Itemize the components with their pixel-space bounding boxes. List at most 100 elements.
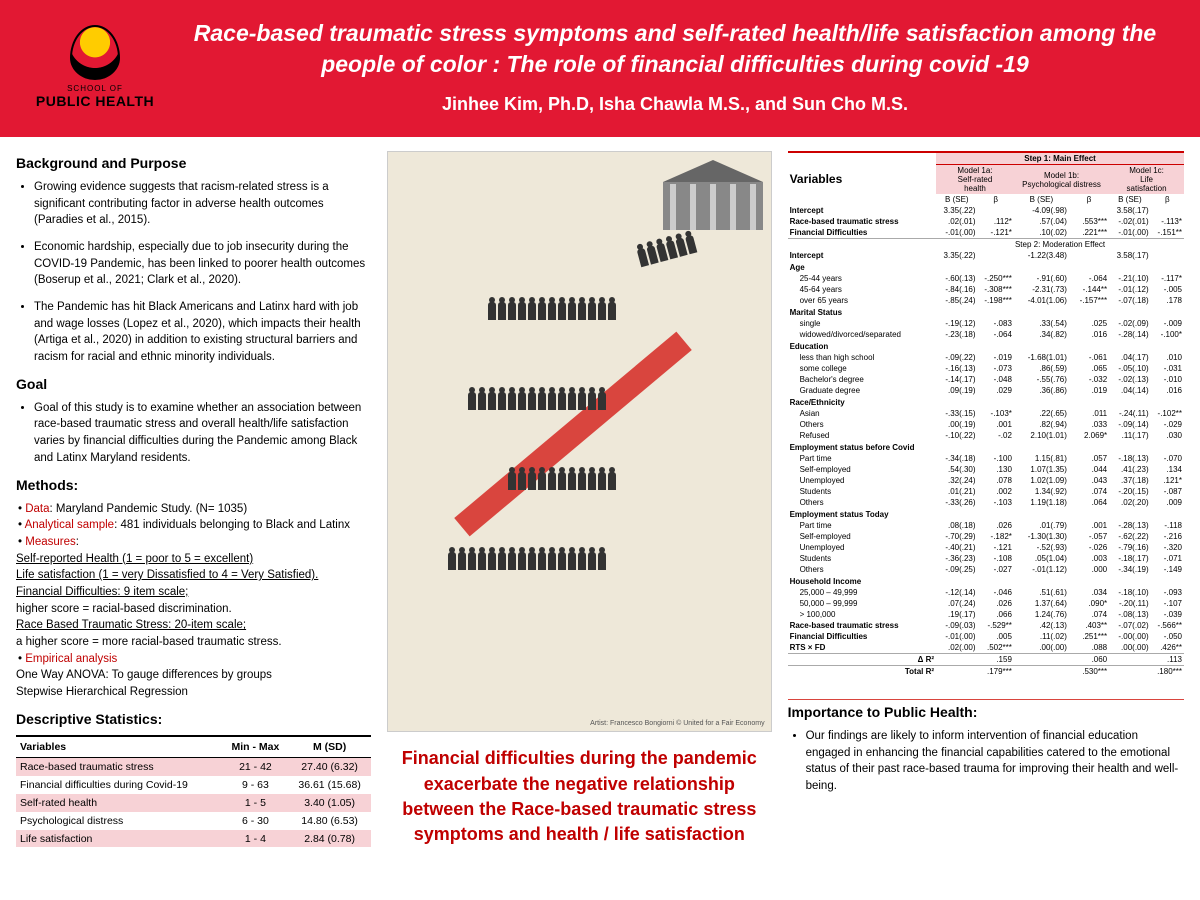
reg-cell: -.010: [1151, 374, 1184, 385]
reg-cell: -.20(.15): [1109, 486, 1150, 497]
reg-cell: -.14(.17): [936, 374, 977, 385]
reg-model-header: Model 1c: Life satisfaction: [1109, 165, 1184, 195]
reg-cell: .003: [1069, 553, 1109, 564]
reg-cell: .51(.61): [1014, 587, 1069, 598]
reg-step2-header: Step 2: Moderation Effect: [936, 239, 1184, 251]
reg-cell: .130: [978, 464, 1014, 475]
reg-cell: .08(.18): [936, 520, 977, 531]
reg-row-label: Graduate degree: [788, 385, 936, 396]
reg-group-label: Race/Ethnicity: [788, 396, 936, 408]
reg-cell: -.566**: [1151, 620, 1184, 631]
desc-cell: 1 - 4: [223, 830, 289, 848]
reg-cell: -1.30(1.30): [1014, 531, 1069, 542]
right-column: VariablesStep 1: Main EffectModel 1a: Se…: [788, 151, 1184, 847]
reg-step1-header: Step 1: Main Effect: [936, 152, 1184, 165]
people-queue-icon: [428, 212, 728, 572]
reg-subcol-header: B (SE): [1014, 194, 1069, 205]
reg-cell: -.20(.11): [1109, 598, 1150, 609]
reg-cell: [978, 205, 1014, 216]
reg-row-label: Self-employed: [788, 464, 936, 475]
reg-cell: -.102**: [1151, 408, 1184, 419]
reg-model-header: Model 1a: Self-rated health: [936, 165, 1014, 195]
reg-cell: .11(.17): [1109, 430, 1150, 441]
measure-3b: higher score = racial-based discriminati…: [16, 601, 371, 618]
methods-body: • Data: Maryland Pandemic Study. (N= 103…: [16, 501, 371, 701]
reg-row-label: Students: [788, 486, 936, 497]
reg-cell: -.198***: [978, 295, 1014, 306]
reg-cell: -.039: [1151, 609, 1184, 620]
reg-cell: -.52(.93): [1014, 542, 1069, 553]
reg-cell: -.029: [1151, 419, 1184, 430]
reg-cell: .029: [978, 385, 1014, 396]
reg-subcol-header: β: [1069, 194, 1109, 205]
reg-cell: [936, 654, 977, 666]
reg-cell: .005: [978, 631, 1014, 642]
reg-group-label: Employment status Today: [788, 508, 936, 520]
reg-cell: 1.24(.76): [1014, 609, 1069, 620]
reg-cell: -.85(.24): [936, 295, 977, 306]
desc-cell: 14.80 (6.53): [288, 812, 371, 830]
reg-cell: -.09(.14): [1109, 419, 1150, 430]
reg-cell: -.048: [978, 374, 1014, 385]
reg-cell: -.07(.02): [1109, 620, 1150, 631]
institution-logo: SCHOOL OF PUBLIC HEALTH: [20, 25, 170, 109]
background-heading: Background and Purpose: [16, 155, 371, 171]
reg-cell: .02(.20): [1109, 497, 1150, 508]
reg-cell: -.064: [1069, 273, 1109, 284]
reg-cell: -.216: [1151, 531, 1184, 542]
reg-cell: 1.19(1.18): [1014, 497, 1069, 508]
reg-cell: -.151**: [1151, 227, 1184, 239]
logo-text-bottom: PUBLIC HEALTH: [20, 93, 170, 109]
reg-row-label: Others: [788, 497, 936, 508]
reg-row-label: 25-44 years: [788, 273, 936, 284]
desc-cell: Financial difficulties during Covid-19: [16, 776, 223, 794]
measure-2: Life satisfaction (1 = very Dissatisfied…: [16, 569, 318, 581]
reg-cell: -.087: [1151, 486, 1184, 497]
reg-cell: .002: [978, 486, 1014, 497]
reg-row-label: less than high school: [788, 352, 936, 363]
reg-cell: .11(.02): [1014, 631, 1069, 642]
reg-row-label: Part time: [788, 520, 936, 531]
reg-cell: -.02: [978, 430, 1014, 441]
methods-emp2: Stepwise Hierarchical Regression: [16, 684, 371, 701]
desc-cell: 21 - 42: [223, 757, 289, 776]
reg-cell: .113: [1151, 654, 1184, 666]
reg-cell: -.36(.23): [936, 553, 977, 564]
reg-row-label: single: [788, 318, 936, 329]
reg-cell: -.113*: [1151, 216, 1184, 227]
reg-cell: .82(.94): [1014, 419, 1069, 430]
reg-cell: [1109, 654, 1150, 666]
reg-cell: -1.68(1.01): [1014, 352, 1069, 363]
methods-data-label: Data: [25, 503, 49, 515]
reg-cell: -.182*: [978, 531, 1014, 542]
reg-cell: 3.58(.17): [1109, 250, 1150, 261]
reg-cell: 1.15(.81): [1014, 453, 1069, 464]
reg-cell: -.91(.60): [1014, 273, 1069, 284]
center-illustration: Artist: Francesco Bongiorni © United for…: [387, 151, 772, 732]
reg-cell: .064: [1069, 497, 1109, 508]
reg-cell: -.18(.13): [1109, 453, 1150, 464]
measure-4b: a higher score = more racial-based traum…: [16, 634, 371, 651]
reg-cell: .134: [1151, 464, 1184, 475]
reg-cell: .044: [1069, 464, 1109, 475]
reg-cell: [978, 250, 1014, 261]
reg-cell: .02(.00): [936, 642, 977, 654]
reg-cell: .00(.00): [1014, 642, 1069, 654]
reg-cell: .078: [978, 475, 1014, 486]
reg-group-label: Age: [788, 261, 936, 273]
desc-col-header: Min - Max: [223, 736, 289, 758]
reg-cell: -.09(.22): [936, 352, 977, 363]
desc-col-header: Variables: [16, 736, 223, 758]
reg-subcol-header: B (SE): [936, 194, 977, 205]
desc-cell: 1 - 5: [223, 794, 289, 812]
reg-cell: .86(.59): [1014, 363, 1069, 374]
methods-empirical-label: Empirical analysis: [25, 653, 117, 665]
reg-cell: 1.37(.64): [1014, 598, 1069, 609]
reg-row-label: Asian: [788, 408, 936, 419]
reg-cell: -.083: [978, 318, 1014, 329]
reg-cell: -.18(.17): [1109, 553, 1150, 564]
reg-cell: -.118: [1151, 520, 1184, 531]
reg-cell: .37(.18): [1109, 475, 1150, 486]
reg-cell: -.009: [1151, 318, 1184, 329]
reg-cell: .05(1.04): [1014, 553, 1069, 564]
